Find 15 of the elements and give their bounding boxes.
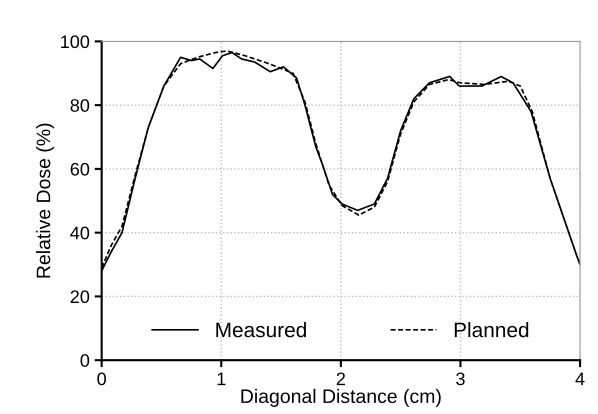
y-tick-label: 40 bbox=[70, 226, 90, 240]
y-tick-label: 20 bbox=[70, 290, 90, 304]
y-tick-label: 60 bbox=[70, 162, 90, 176]
legend-label: Measured bbox=[216, 322, 306, 338]
y-axis-title: Relative Dose (%) bbox=[36, 124, 54, 278]
y-tick-label: 100 bbox=[61, 35, 90, 48]
x-tick-label: 0 bbox=[97, 372, 106, 386]
x-tick-label: 2 bbox=[336, 372, 345, 386]
x-axis-title: Diagonal Distance (cm) bbox=[241, 388, 441, 407]
x-tick-label: 3 bbox=[456, 372, 465, 386]
legend-label: Planned bbox=[454, 322, 528, 338]
x-tick-label: 1 bbox=[218, 372, 226, 386]
y-tick-label: 0 bbox=[80, 354, 90, 367]
y-tick-label: 80 bbox=[70, 99, 90, 112]
x-tick-label: 4 bbox=[575, 372, 585, 386]
